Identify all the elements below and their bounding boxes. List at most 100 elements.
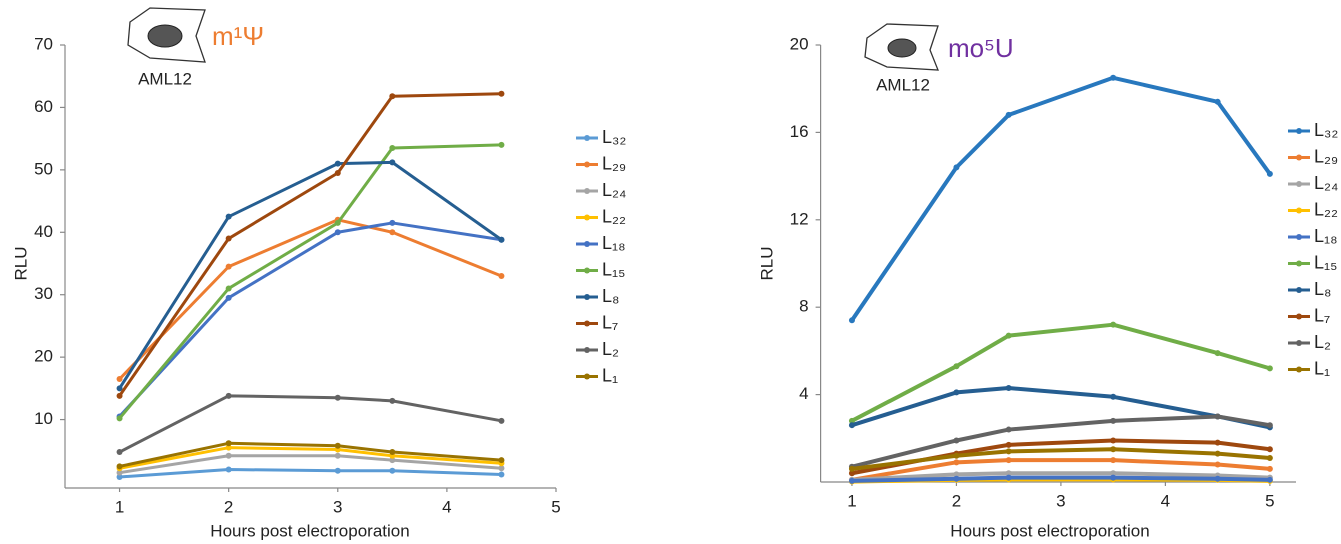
y-tick-label: 50	[34, 159, 53, 178]
legend-swatch	[584, 320, 590, 327]
data-point	[498, 417, 505, 424]
legend-label: L₃₂	[602, 127, 626, 147]
series-line	[850, 75, 1272, 322]
data-point	[116, 469, 123, 476]
data-point	[334, 160, 341, 167]
data-point	[389, 449, 396, 456]
data-point	[1110, 321, 1117, 328]
data-point	[225, 444, 232, 451]
data-point	[953, 164, 960, 171]
series-line	[851, 471, 1270, 482]
data-point	[334, 442, 341, 449]
data-point	[498, 236, 505, 243]
annotation: AML12	[138, 69, 192, 88]
y-tick-label: 16	[790, 122, 809, 141]
legend-swatch	[584, 161, 590, 168]
data-point	[1110, 417, 1117, 424]
data-point	[225, 285, 232, 292]
data-point	[1266, 365, 1273, 372]
data-point	[1266, 454, 1273, 461]
data-point	[225, 440, 232, 447]
legend-label: L₂₉	[1314, 146, 1338, 166]
data-point	[334, 452, 341, 459]
data-point	[1214, 413, 1221, 420]
data-point	[1005, 426, 1012, 433]
legend-label: L₂₉	[602, 153, 626, 173]
legend-label: L₂₄	[602, 180, 626, 200]
x-tick-label: 4	[1161, 491, 1170, 510]
legend-label: L₂	[602, 339, 619, 359]
legend-label: L₁₅	[602, 259, 625, 279]
x-tick-label: 5	[1265, 491, 1274, 510]
x-axis-label: Hours post electroporation	[950, 521, 1149, 540]
legend-label: L₂	[1314, 332, 1331, 352]
legend-swatch	[584, 214, 590, 221]
annotation: AML12	[876, 75, 930, 94]
legend-label: L₂₂	[602, 206, 626, 226]
series-line	[118, 143, 502, 420]
data-point	[389, 93, 396, 100]
series-line	[119, 468, 502, 479]
data-point	[848, 470, 855, 477]
data-point	[1110, 474, 1117, 481]
y-axis-label: RLU	[11, 246, 30, 280]
legend-label: L₂₂	[1314, 199, 1338, 219]
data-point	[389, 467, 396, 474]
legend-label: L₃₂	[1314, 120, 1338, 140]
data-point	[498, 90, 505, 97]
data-point	[1110, 393, 1117, 400]
legend-swatch	[584, 188, 590, 194]
data-point	[953, 437, 960, 444]
legend-swatch	[1296, 234, 1302, 240]
data-point	[116, 474, 123, 481]
data-point	[498, 457, 505, 464]
legend-swatch	[1296, 366, 1302, 373]
data-point	[1266, 465, 1273, 472]
data-point	[1005, 457, 1012, 464]
data-point	[334, 219, 341, 226]
y-tick-label: 60	[34, 97, 53, 116]
data-point	[1214, 350, 1221, 357]
data-point	[334, 169, 341, 176]
x-tick-label: 3	[1056, 491, 1065, 510]
data-point	[1005, 441, 1012, 448]
series-line	[851, 447, 1271, 471]
y-tick-label: 12	[790, 209, 809, 228]
legend-label: L₇	[1314, 305, 1330, 325]
data-point	[1266, 476, 1273, 483]
legend-label: L₁₅	[1314, 252, 1337, 272]
y-tick-label: 8	[799, 297, 808, 316]
legend-swatch	[584, 267, 590, 274]
legend-label: L₈	[602, 286, 619, 306]
data-point	[1214, 439, 1221, 446]
data-point	[1110, 74, 1117, 81]
y-tick-label: 30	[34, 284, 53, 303]
data-point	[334, 467, 341, 474]
series-line	[118, 394, 502, 454]
y-tick-label: 10	[34, 409, 53, 428]
data-point	[498, 465, 505, 472]
legend-swatch	[1296, 287, 1302, 293]
x-tick-label: 2	[224, 497, 233, 516]
y-tick-label: 40	[34, 222, 53, 241]
data-point	[225, 213, 232, 220]
data-point	[1110, 470, 1117, 477]
legend-label: L₇	[602, 312, 618, 332]
data-point	[1266, 422, 1273, 429]
data-point	[1005, 448, 1012, 455]
legend-label: L₁₈	[1314, 226, 1338, 246]
legend-swatch	[1296, 260, 1302, 267]
data-point	[225, 392, 232, 399]
data-point	[498, 471, 505, 478]
legend-swatch	[1296, 340, 1302, 346]
legend-swatch	[1296, 313, 1302, 320]
data-point	[334, 229, 341, 236]
legend-swatch	[584, 373, 590, 380]
x-tick-label: 2	[952, 491, 961, 510]
data-point	[953, 459, 960, 466]
legend-swatch	[1296, 181, 1302, 187]
data-point	[116, 449, 123, 456]
x-tick-label: 5	[551, 497, 560, 516]
data-point	[848, 417, 855, 424]
